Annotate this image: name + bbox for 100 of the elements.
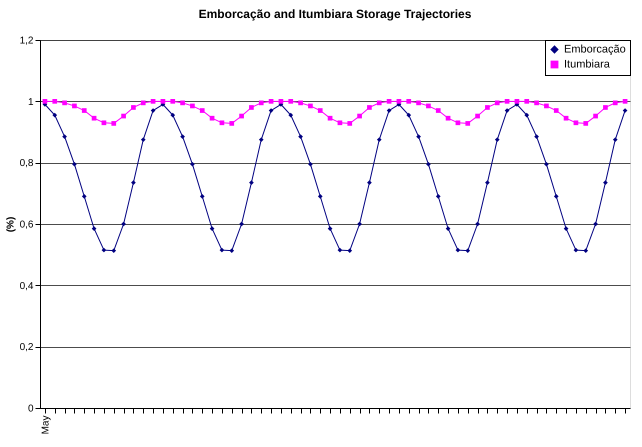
point <box>475 222 480 226</box>
point <box>367 180 372 185</box>
point <box>190 104 195 108</box>
point <box>583 121 588 126</box>
point <box>121 114 126 118</box>
point <box>396 98 402 104</box>
point <box>494 100 500 106</box>
point <box>504 98 510 104</box>
point <box>446 226 450 231</box>
point <box>544 104 549 108</box>
y-tick-label: 0,4 <box>20 280 34 292</box>
point <box>465 121 470 126</box>
point <box>593 222 598 226</box>
y-tick-label: 0,2 <box>20 342 34 354</box>
point <box>102 120 106 126</box>
point <box>426 104 431 108</box>
point <box>338 248 342 252</box>
point <box>622 108 628 113</box>
point <box>564 226 568 231</box>
point <box>564 116 568 121</box>
point <box>249 180 254 185</box>
point <box>386 98 392 104</box>
point <box>554 108 559 113</box>
y-axis-title: (%) <box>6 216 17 232</box>
point <box>52 112 58 118</box>
point <box>612 100 618 106</box>
point <box>574 248 578 252</box>
point <box>140 100 146 106</box>
y-tick-label: 0 <box>28 404 34 414</box>
legend-label: Emborcação <box>564 44 626 56</box>
point <box>426 162 431 167</box>
point <box>338 120 342 126</box>
point <box>436 108 441 113</box>
point <box>131 105 136 110</box>
point <box>170 112 176 118</box>
point <box>514 98 520 104</box>
point <box>180 134 185 139</box>
y-tick-label: 0,8 <box>20 158 34 170</box>
point <box>386 108 392 113</box>
x-tick-label: May <box>40 416 52 434</box>
point <box>72 162 77 167</box>
point <box>210 116 214 121</box>
point <box>298 100 303 106</box>
point <box>229 121 234 126</box>
point <box>376 137 382 142</box>
point <box>72 104 77 108</box>
point <box>534 134 539 139</box>
point <box>416 134 421 139</box>
point <box>92 226 96 231</box>
point <box>102 248 106 252</box>
point <box>416 100 421 106</box>
point <box>62 100 67 106</box>
point <box>475 114 480 118</box>
point <box>406 98 412 104</box>
point <box>524 98 530 104</box>
point <box>62 134 67 139</box>
point <box>190 162 195 167</box>
point <box>446 116 450 121</box>
y-tick-label: 1,2 <box>20 36 34 46</box>
point <box>160 98 166 104</box>
point <box>485 105 490 110</box>
chart-title: Emborcação and Itumbiara Storage Trajectories <box>198 7 472 21</box>
point <box>308 162 313 167</box>
point <box>82 108 87 113</box>
point <box>258 137 264 142</box>
point <box>534 100 539 106</box>
point <box>200 194 205 199</box>
point <box>456 248 460 252</box>
point <box>220 120 224 126</box>
point <box>92 116 96 121</box>
point <box>150 108 156 113</box>
point <box>318 108 323 113</box>
point <box>42 98 48 104</box>
point <box>140 137 146 142</box>
point <box>268 108 274 113</box>
point <box>574 120 578 126</box>
point <box>239 114 244 118</box>
point <box>554 194 559 199</box>
point <box>180 100 185 106</box>
point <box>200 108 205 113</box>
point <box>456 120 460 126</box>
point <box>603 105 608 110</box>
legend-label: Itumbiara <box>564 58 611 70</box>
point <box>318 194 323 199</box>
point <box>593 114 598 118</box>
point <box>121 222 126 226</box>
point <box>622 98 628 104</box>
point <box>347 248 352 254</box>
point <box>229 248 234 254</box>
point <box>544 162 549 167</box>
point <box>278 98 284 104</box>
point <box>367 105 372 110</box>
point <box>239 222 244 226</box>
point <box>111 248 116 254</box>
point <box>131 180 136 185</box>
point <box>485 180 490 185</box>
point <box>288 98 294 104</box>
point <box>504 108 510 113</box>
y-tick-label: 1 <box>28 96 34 108</box>
point <box>82 194 87 199</box>
